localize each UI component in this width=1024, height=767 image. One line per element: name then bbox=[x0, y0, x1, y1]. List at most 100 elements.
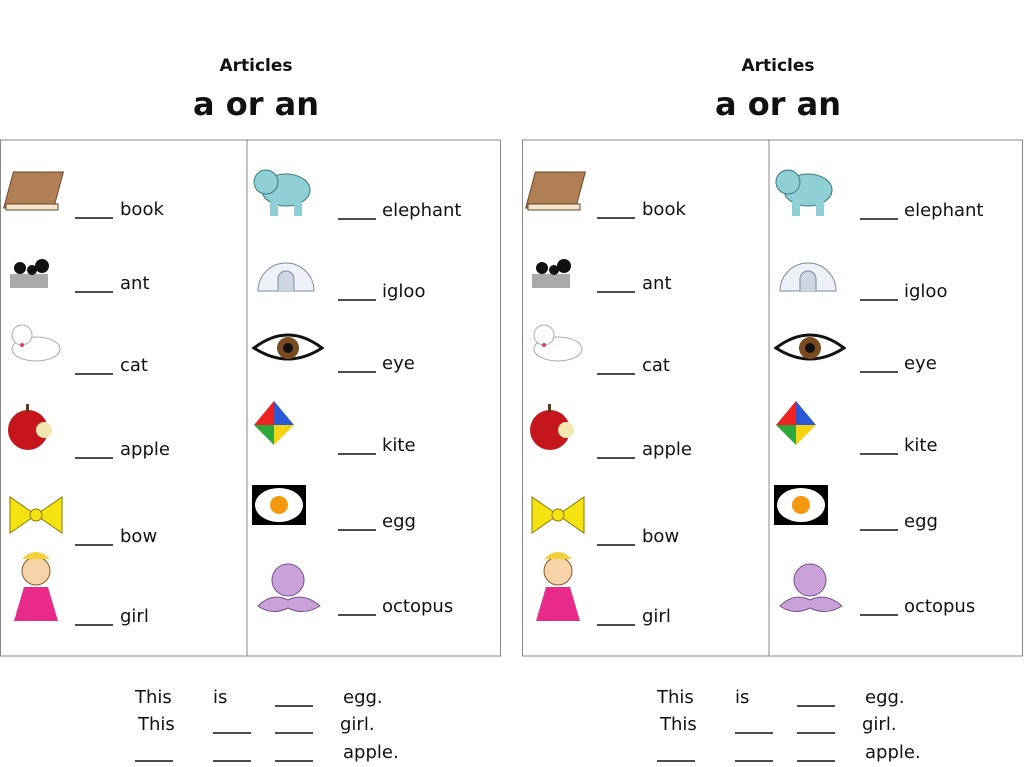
picture bbox=[252, 485, 306, 525]
word: octopus bbox=[382, 596, 453, 617]
shape bbox=[27, 265, 37, 275]
shape bbox=[792, 202, 800, 216]
shape bbox=[548, 404, 551, 412]
picture bbox=[779, 262, 837, 292]
shape bbox=[257, 596, 321, 612]
word: book bbox=[642, 199, 686, 220]
shape bbox=[542, 343, 546, 347]
word: apple. bbox=[343, 742, 399, 763]
word: igloo bbox=[904, 281, 947, 302]
sheet-subtitle: Articles bbox=[741, 56, 814, 76]
picture bbox=[536, 552, 580, 621]
word: apple. bbox=[865, 742, 921, 763]
shape bbox=[525, 171, 586, 209]
word: This bbox=[659, 714, 697, 735]
picture bbox=[775, 169, 833, 216]
word: girl bbox=[642, 606, 671, 627]
picture bbox=[776, 401, 816, 445]
shape bbox=[274, 401, 294, 425]
word: ant bbox=[120, 273, 150, 294]
shape bbox=[26, 404, 29, 412]
shape bbox=[274, 425, 294, 445]
word: apple bbox=[120, 439, 170, 460]
picture bbox=[254, 401, 294, 445]
picture bbox=[257, 262, 315, 292]
word: cat bbox=[120, 355, 148, 376]
sheet-subtitle: Articles bbox=[219, 56, 292, 76]
shape bbox=[557, 259, 571, 273]
shape bbox=[11, 324, 33, 346]
word: is bbox=[213, 687, 227, 708]
picture bbox=[773, 333, 847, 361]
shape bbox=[799, 270, 817, 291]
shape bbox=[536, 262, 548, 274]
word: egg. bbox=[343, 687, 383, 708]
word: This bbox=[134, 687, 172, 708]
picture bbox=[10, 259, 49, 288]
shape bbox=[294, 202, 302, 216]
word: octopus bbox=[904, 596, 975, 617]
shape bbox=[775, 169, 801, 195]
picture bbox=[3, 171, 64, 211]
word: egg bbox=[382, 511, 416, 532]
shape bbox=[533, 324, 555, 346]
picture bbox=[533, 324, 583, 362]
shape bbox=[530, 410, 570, 450]
shape bbox=[5, 203, 59, 211]
shape bbox=[21, 556, 51, 586]
picture bbox=[525, 171, 586, 211]
shape bbox=[20, 343, 24, 347]
picture bbox=[11, 324, 61, 362]
exercise-box bbox=[0, 139, 501, 657]
shape bbox=[254, 425, 274, 445]
word: kite bbox=[382, 435, 416, 456]
shape bbox=[551, 508, 565, 522]
word: egg. bbox=[865, 687, 905, 708]
shape bbox=[36, 422, 52, 438]
picture bbox=[257, 563, 321, 612]
shape bbox=[779, 596, 843, 612]
word: This bbox=[656, 687, 694, 708]
picture bbox=[774, 485, 828, 525]
sheet-title: a or an bbox=[715, 85, 841, 123]
word: elephant bbox=[904, 200, 983, 221]
word: ant bbox=[642, 273, 672, 294]
shape bbox=[29, 508, 43, 522]
shape bbox=[253, 169, 279, 195]
word: eye bbox=[382, 353, 415, 374]
shape bbox=[270, 496, 288, 514]
word: igloo bbox=[382, 281, 425, 302]
shape bbox=[283, 343, 293, 353]
word: girl. bbox=[862, 714, 897, 735]
word: is bbox=[735, 687, 749, 708]
shape bbox=[536, 587, 580, 621]
picture bbox=[251, 333, 325, 361]
shape bbox=[8, 410, 48, 450]
word: bow bbox=[120, 526, 157, 547]
shape bbox=[793, 563, 827, 597]
shape bbox=[532, 274, 570, 288]
word: girl bbox=[120, 606, 149, 627]
word: eye bbox=[904, 353, 937, 374]
picture bbox=[14, 552, 58, 621]
word: book bbox=[120, 199, 164, 220]
shape bbox=[270, 202, 278, 216]
word: kite bbox=[904, 435, 938, 456]
shape bbox=[796, 425, 816, 445]
word: girl. bbox=[340, 714, 375, 735]
picture bbox=[530, 404, 574, 450]
word: egg bbox=[904, 511, 938, 532]
exercise-box bbox=[522, 139, 1023, 657]
picture bbox=[9, 496, 63, 534]
word: This bbox=[137, 714, 175, 735]
shape bbox=[22, 552, 50, 559]
shape bbox=[14, 262, 26, 274]
shape bbox=[277, 270, 295, 291]
picture bbox=[531, 496, 585, 534]
shape bbox=[14, 587, 58, 621]
shape bbox=[776, 401, 796, 425]
shape bbox=[544, 552, 572, 559]
shape bbox=[816, 202, 824, 216]
shape bbox=[558, 422, 574, 438]
